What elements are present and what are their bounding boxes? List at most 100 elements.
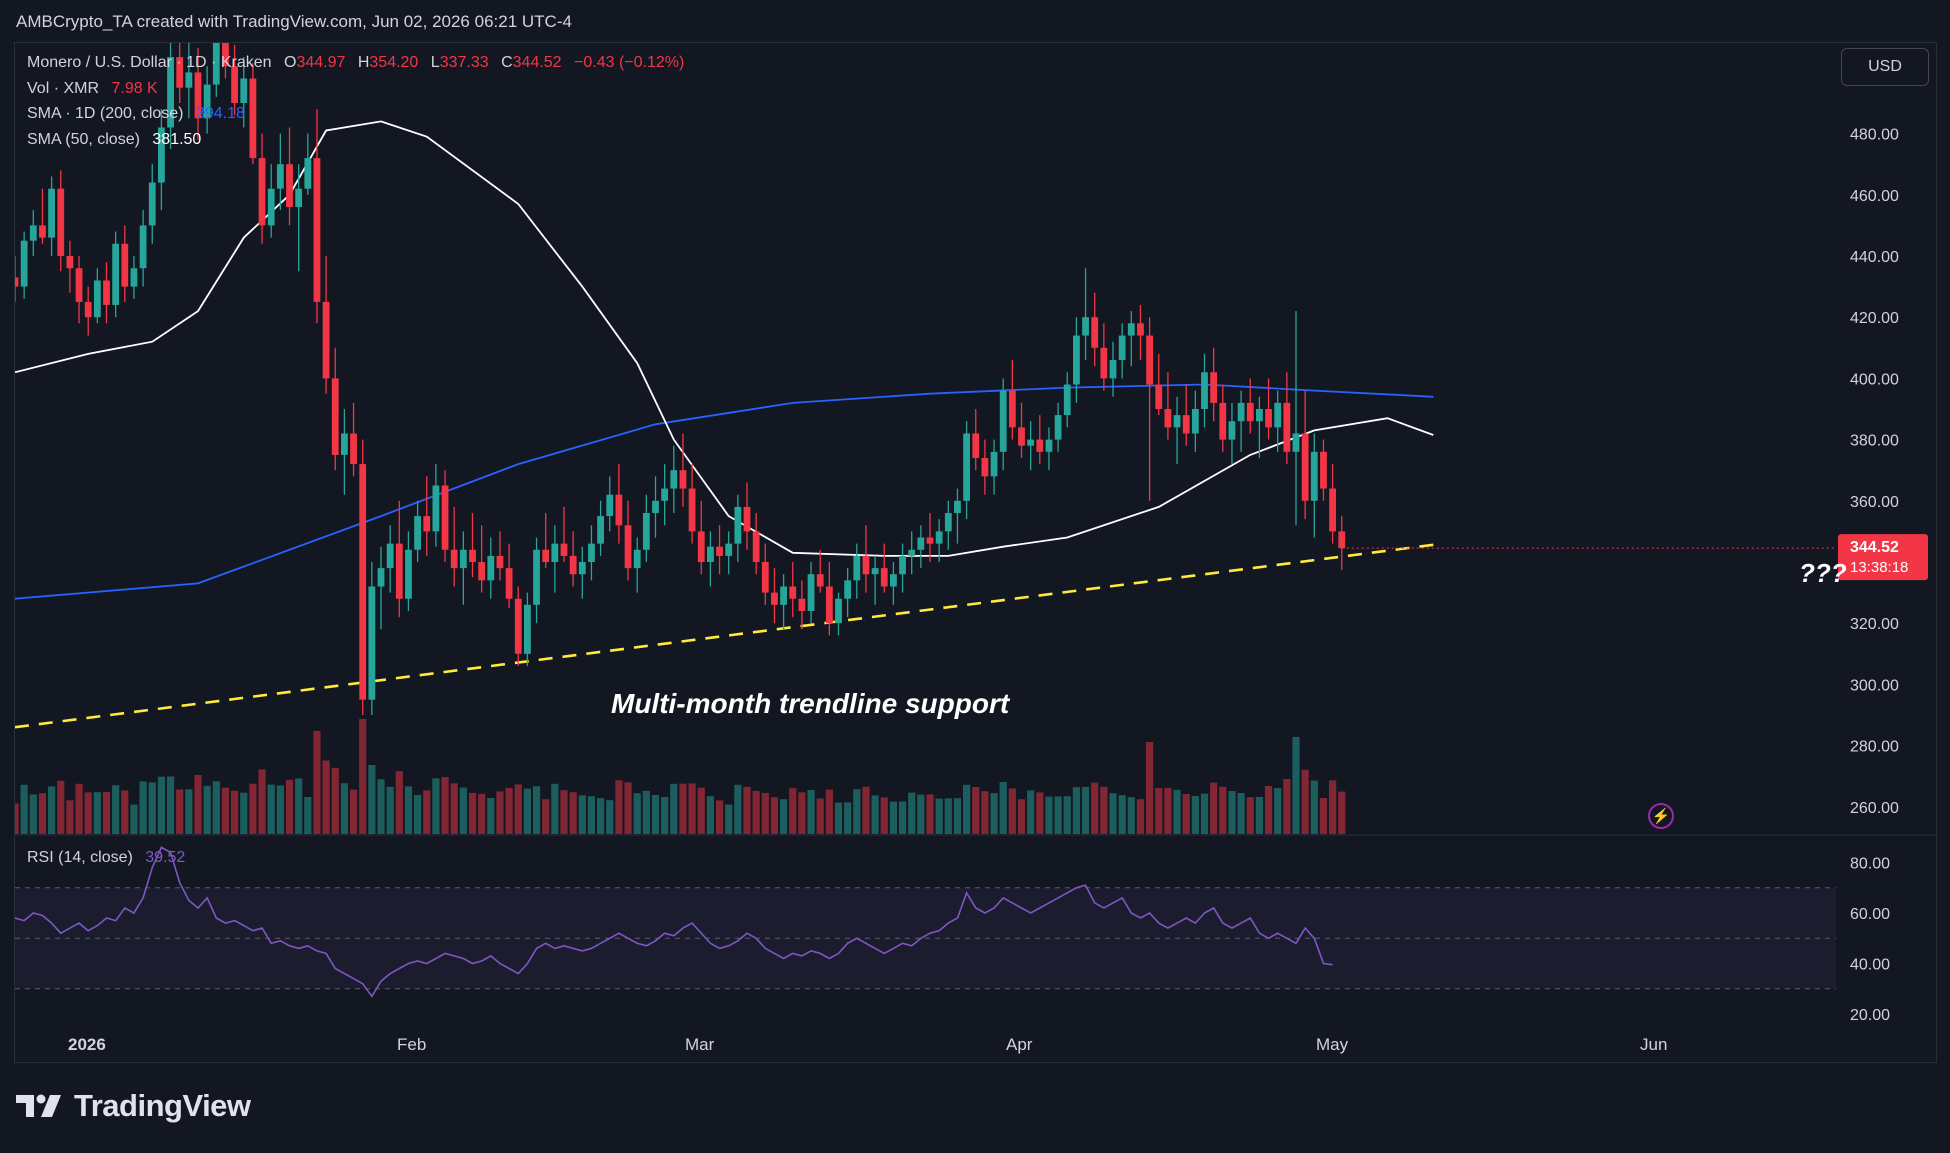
candle-body [267, 188, 275, 226]
volume-bar [121, 790, 129, 834]
volume-bar [1301, 769, 1309, 834]
candle [1301, 390, 1309, 520]
candle [84, 286, 92, 336]
candle [880, 543, 888, 593]
candle-body [459, 549, 467, 569]
candle-body [350, 433, 357, 465]
volume-bar [1164, 787, 1172, 834]
volume-bar [715, 800, 724, 834]
candle-body [450, 549, 458, 569]
candle [533, 537, 540, 624]
candle-body [1063, 384, 1071, 416]
candle [48, 176, 55, 256]
volume-bar [642, 790, 650, 834]
legend-sma50-label: SMA (50, close) [27, 131, 140, 148]
volume-bar [597, 798, 605, 834]
candle [313, 109, 321, 324]
candle [1246, 378, 1254, 434]
candle [935, 519, 943, 562]
candle-body [844, 580, 852, 599]
volume-bar [578, 795, 586, 834]
legend-sma200-row[interactable]: SMA · 1D (200, close) 394.18 [27, 105, 245, 123]
volume-bar [1017, 799, 1026, 834]
candle [286, 127, 293, 226]
candle [542, 513, 550, 569]
price-tick-label: 440.00 [1850, 249, 1899, 266]
volume-bar [340, 783, 348, 834]
legend-high-label: H [357, 54, 370, 71]
legend-volume-row[interactable]: Vol · XMR 7.98 K [27, 80, 158, 98]
volume-bar [1036, 792, 1044, 834]
volume-bar [963, 784, 971, 834]
volume-bar [386, 786, 394, 834]
volume-bar [148, 782, 156, 834]
candle-body [441, 485, 449, 550]
candle-body [222, 43, 229, 67]
volume-bar [1200, 793, 1209, 834]
candle-body [514, 598, 522, 654]
volume-bar [569, 792, 577, 834]
volume-bar [532, 786, 541, 834]
candle-body [295, 188, 303, 208]
currency-button[interactable]: USD [1841, 48, 1929, 86]
candle-body [203, 84, 211, 119]
candle [871, 555, 879, 605]
candle [514, 586, 522, 667]
candle-body [908, 549, 916, 556]
candle [176, 43, 184, 103]
volume-bar [194, 775, 202, 834]
volume-bar [990, 793, 998, 834]
legend-sma50-row[interactable]: SMA (50, close) 381.50 [27, 131, 201, 149]
candle-body [551, 543, 559, 562]
candle-body [1320, 451, 1327, 489]
price-tag-price: 344.52 [1850, 539, 1899, 556]
candle [39, 188, 46, 244]
candle [368, 562, 376, 715]
candle-body [1228, 421, 1236, 440]
volume-bar [514, 784, 522, 834]
candle-body [606, 494, 614, 517]
volume-bar [761, 793, 769, 834]
legend-rsi-row[interactable]: RSI (14, close) 39.52 [27, 849, 185, 867]
candle-body [1173, 415, 1181, 428]
candle-body [716, 546, 723, 556]
candle-body [331, 378, 339, 455]
volume-bar [185, 789, 193, 834]
candle [322, 256, 330, 394]
candle-body [469, 549, 476, 562]
volume-bar [1091, 782, 1099, 834]
candle-body [825, 586, 833, 624]
volume-bar [75, 783, 83, 834]
volume-bar [615, 780, 623, 834]
candle [487, 537, 495, 599]
candle [350, 402, 357, 477]
candle [478, 525, 486, 593]
candle [615, 464, 623, 544]
volume-bar [1191, 796, 1199, 834]
candle [688, 464, 696, 544]
volume-bar [661, 797, 669, 834]
time-tick-label: Jun [1640, 1035, 1667, 1054]
candle [743, 482, 751, 550]
legend-symbol[interactable]: Monero / U.S. Dollar · 1D · Kraken [27, 54, 272, 71]
candle [1063, 372, 1071, 428]
candle [963, 421, 970, 520]
volume-bar [57, 780, 65, 834]
candle [93, 268, 101, 324]
volume-bar [917, 794, 925, 834]
candle-body [1338, 531, 1346, 549]
candle [148, 164, 156, 244]
flash-icon[interactable]: ⚡ [1648, 803, 1674, 829]
candle [1054, 402, 1062, 452]
volume-bar [542, 799, 550, 834]
chart-panel[interactable] [14, 42, 1937, 1063]
sma200-line [15, 383, 1434, 600]
volume-bar [981, 791, 989, 834]
candle-body [743, 506, 751, 532]
candle [844, 568, 852, 618]
candle-body [66, 256, 74, 269]
candle-body [871, 568, 879, 575]
volume-bar [157, 776, 165, 834]
volume-bar [798, 792, 806, 834]
